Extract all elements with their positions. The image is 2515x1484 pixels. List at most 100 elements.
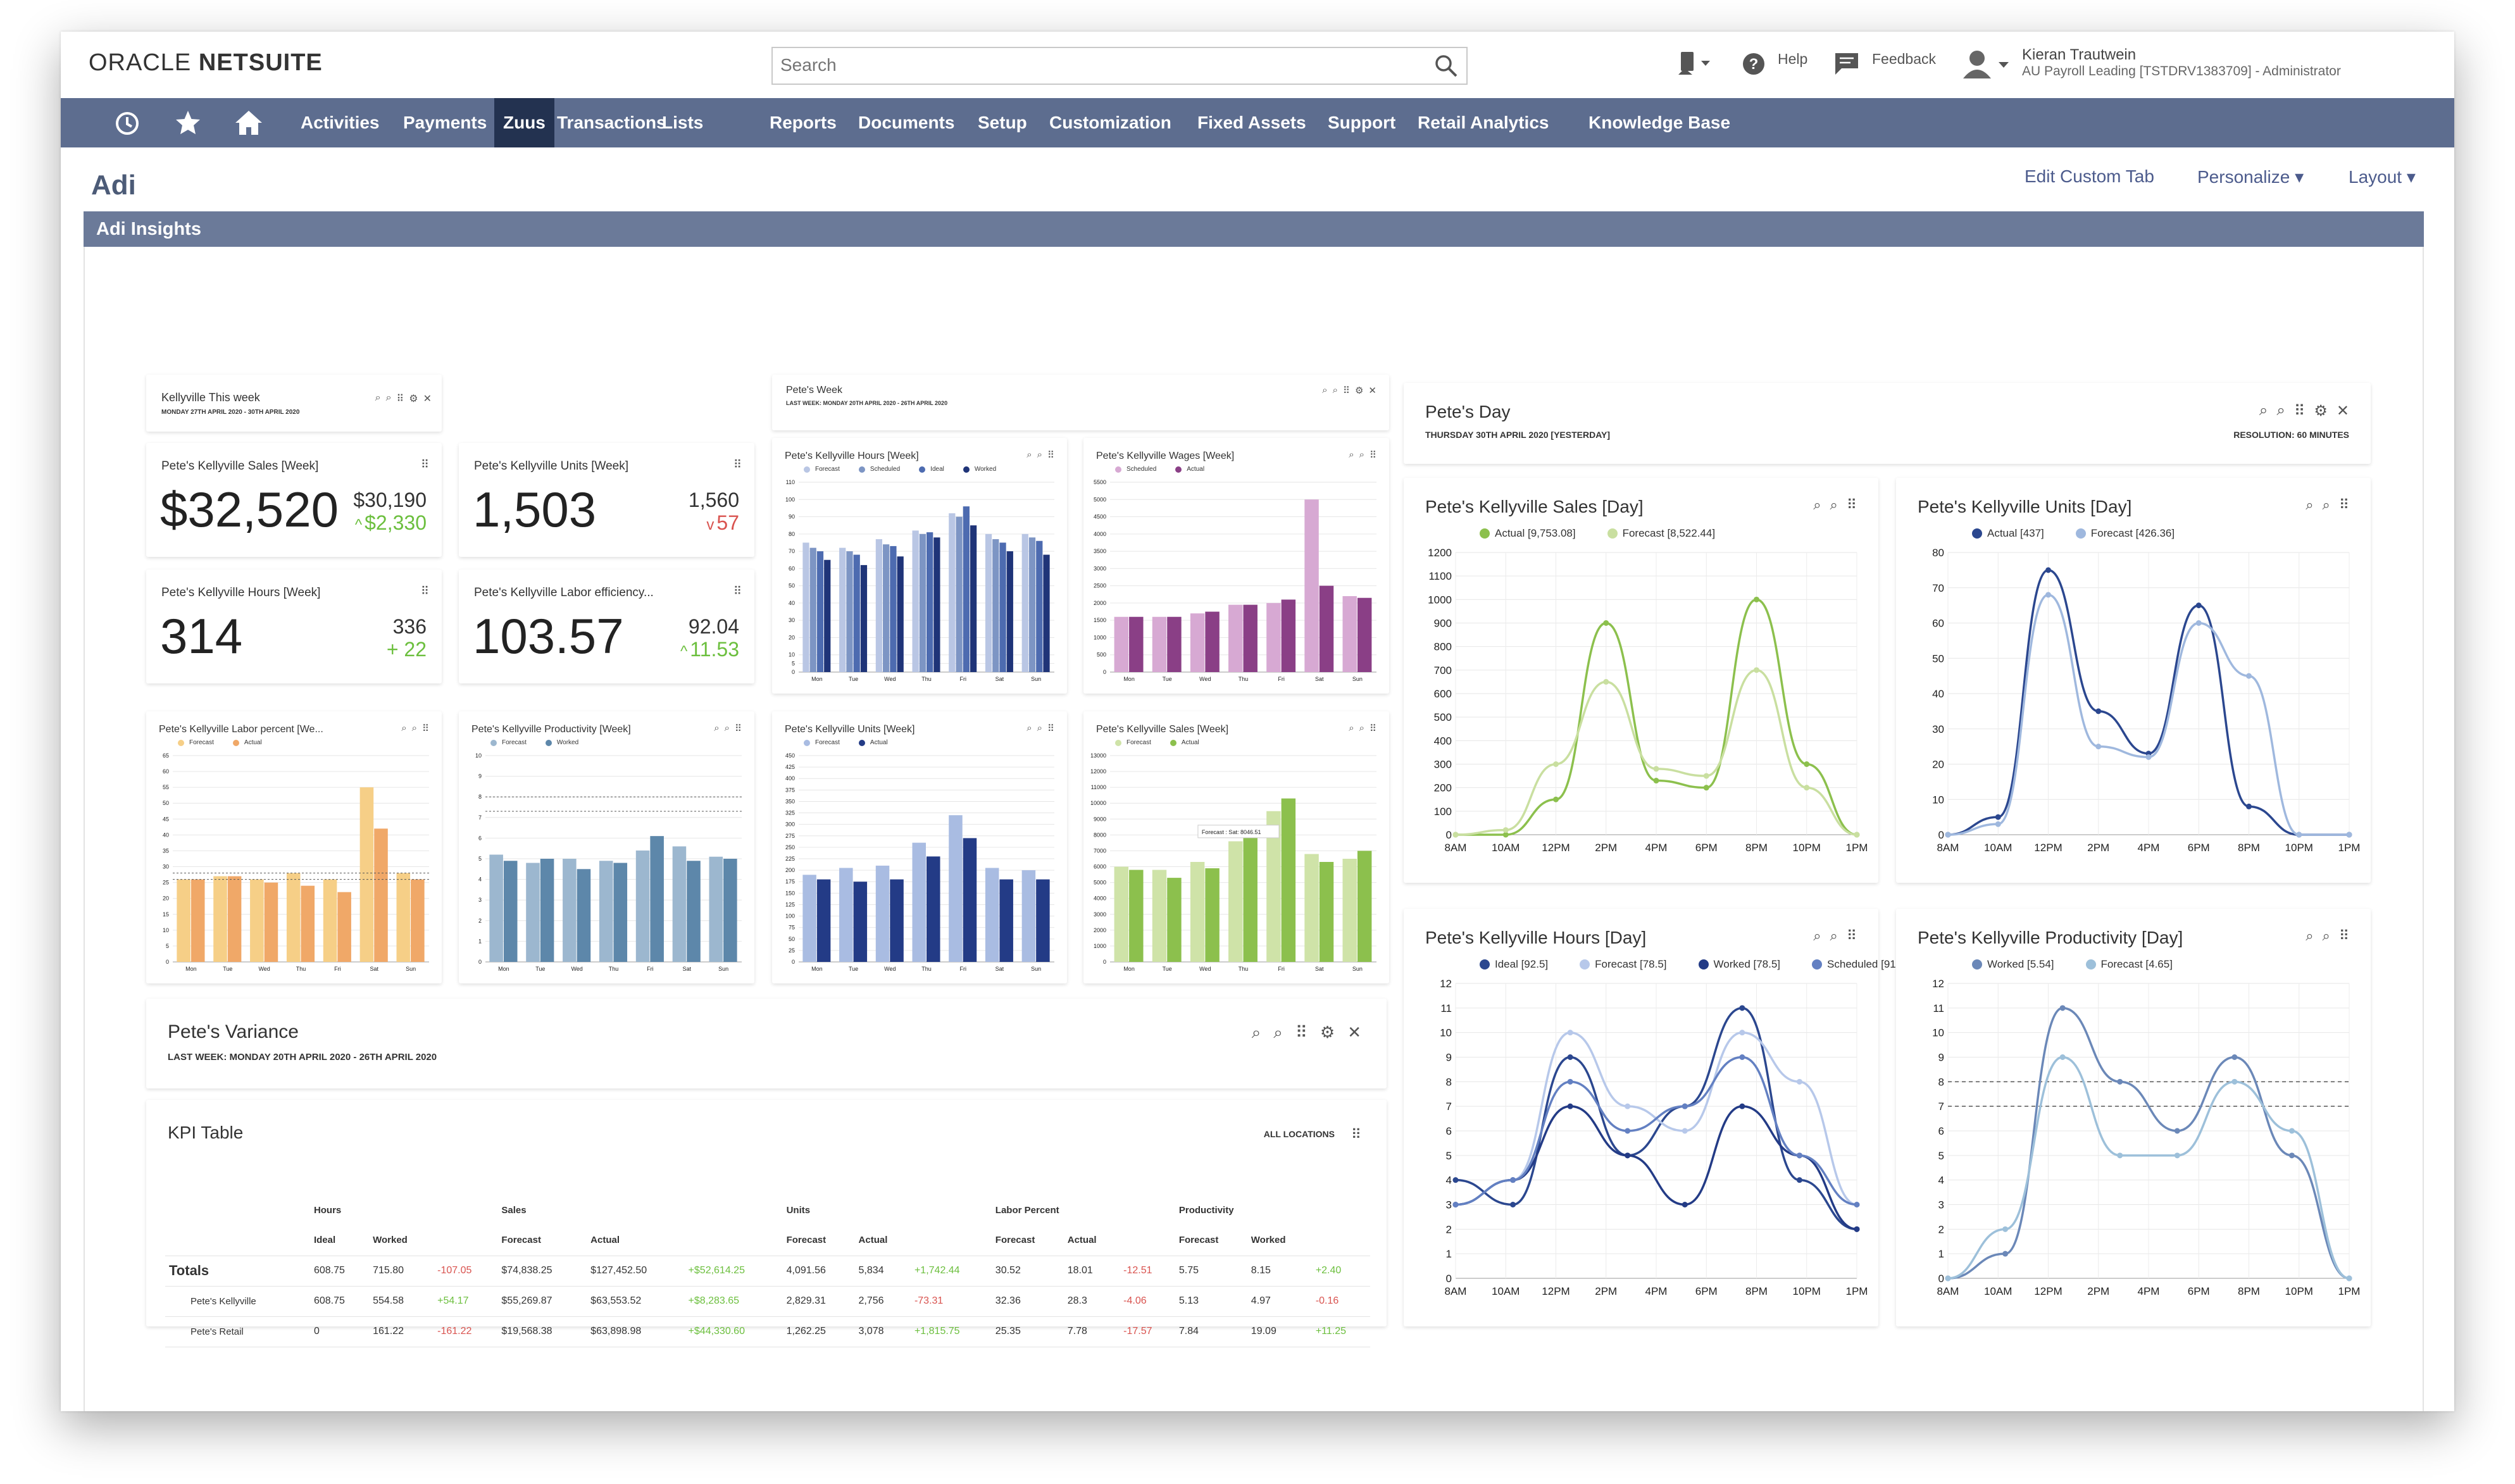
data-point[interactable] bbox=[1653, 766, 1659, 772]
settings-gear-icon[interactable]: ⚙ bbox=[1354, 385, 1364, 396]
bar-forecast-thu[interactable] bbox=[912, 530, 919, 672]
legend-item[interactable]: Actual bbox=[232, 739, 262, 746]
data-point[interactable] bbox=[1703, 785, 1709, 791]
bar-worked-fri[interactable] bbox=[650, 836, 664, 962]
legend-item[interactable]: Ideal [92.5] bbox=[1480, 958, 1548, 971]
data-point[interactable] bbox=[2195, 602, 2202, 609]
drag-handle-icon[interactable]: ⠿ bbox=[1370, 723, 1376, 734]
bar-actual-wed[interactable] bbox=[1205, 868, 1220, 962]
bar-ideal-fri[interactable] bbox=[963, 506, 970, 672]
drag-handle-icon[interactable]: ⠿ bbox=[1342, 385, 1350, 396]
zoom-in-icon[interactable]: ⌕ bbox=[1830, 497, 1838, 513]
data-point[interactable] bbox=[1739, 1054, 1745, 1060]
data-point[interactable] bbox=[1510, 1202, 1516, 1207]
data-point[interactable] bbox=[2117, 1078, 2123, 1085]
bar-worked-sun[interactable] bbox=[1043, 554, 1050, 672]
zoom-in-icon[interactable]: ⌕ bbox=[1037, 449, 1042, 460]
data-point[interactable] bbox=[1452, 832, 1459, 838]
data-point[interactable] bbox=[1625, 1152, 1631, 1159]
data-point[interactable] bbox=[2095, 708, 2102, 714]
bar-scheduled-wed[interactable] bbox=[883, 544, 890, 672]
bar-forecast-fri[interactable] bbox=[949, 815, 963, 962]
drag-handle-icon[interactable]: ⠿ bbox=[1846, 928, 1857, 944]
data-point[interactable] bbox=[1796, 1152, 1802, 1159]
recent-history-icon[interactable] bbox=[111, 107, 143, 139]
bar-forecast-sat[interactable] bbox=[985, 533, 992, 672]
legend-item[interactable]: Worked [5.54] bbox=[1972, 958, 2054, 971]
bar-forecast-sat[interactable] bbox=[1304, 854, 1319, 962]
bar-actual-mon[interactable] bbox=[816, 879, 831, 962]
data-point[interactable] bbox=[1625, 1103, 1631, 1109]
zoom-icon[interactable]: ⌕ bbox=[1349, 723, 1354, 733]
legend-item[interactable]: Worked [78.5] bbox=[1698, 958, 1780, 971]
bar-scheduled-mon[interactable] bbox=[1114, 616, 1129, 672]
bar-forecast-tue[interactable] bbox=[526, 863, 540, 962]
data-point[interactable] bbox=[1682, 1103, 1688, 1109]
bar-forecast-mon[interactable] bbox=[802, 875, 816, 962]
bar-actual-sun[interactable] bbox=[1036, 879, 1050, 962]
drag-handle-icon[interactable]: ⠿ bbox=[420, 585, 429, 597]
settings-gear-icon[interactable]: ⚙ bbox=[2314, 402, 2328, 420]
line-actual[interactable] bbox=[1455, 598, 1857, 836]
drag-handle-icon[interactable]: ⠿ bbox=[2338, 497, 2349, 513]
bar-actual-tue[interactable] bbox=[853, 882, 868, 962]
data-point[interactable] bbox=[1603, 678, 1609, 685]
table-row[interactable]: Pete's Kellyville 608.75 554.58 +54.17 $55,2… bbox=[165, 1286, 1370, 1317]
nav-item-payments[interactable]: Payments bbox=[403, 113, 487, 132]
data-point[interactable] bbox=[1854, 1226, 1860, 1232]
bar-scheduled-fri[interactable] bbox=[1266, 602, 1281, 672]
bar-ideal-wed[interactable] bbox=[890, 546, 897, 672]
bar-forecast-fri[interactable] bbox=[323, 879, 337, 962]
data-point[interactable] bbox=[1603, 620, 1609, 626]
nav-item-zuus[interactable]: Zuus bbox=[494, 98, 554, 147]
bar-forecast-sat[interactable] bbox=[672, 846, 687, 962]
data-point[interactable] bbox=[1739, 1103, 1745, 1109]
user-info[interactable]: Kieran Trautwein AU Payroll Leading [TST… bbox=[2022, 47, 2341, 80]
zoom-in-icon[interactable]: ⌕ bbox=[1273, 1023, 1283, 1042]
nav-item-retail-analytics[interactable]: Retail Analytics bbox=[1418, 113, 1549, 132]
legend-item[interactable]: Actual bbox=[858, 739, 888, 746]
data-point[interactable] bbox=[1510, 1177, 1516, 1183]
bar-scheduled-tue[interactable] bbox=[1152, 616, 1167, 672]
drag-handle-icon[interactable]: ⠿ bbox=[1047, 450, 1054, 461]
bar-worked-tue[interactable] bbox=[540, 859, 554, 962]
bar-forecast-wed[interactable] bbox=[250, 879, 264, 962]
settings-gear-icon[interactable]: ⚙ bbox=[1320, 1023, 1335, 1042]
bar-forecast-sun[interactable] bbox=[709, 856, 723, 962]
bar-actual-tue[interactable] bbox=[227, 876, 242, 962]
bar-forecast-fri[interactable] bbox=[949, 513, 956, 672]
nav-item-activities[interactable]: Activities bbox=[301, 113, 380, 132]
bar-forecast-wed[interactable] bbox=[1190, 862, 1205, 962]
data-point[interactable] bbox=[2045, 592, 2051, 598]
bar-actual-fri[interactable] bbox=[963, 838, 977, 962]
zoom-icon[interactable]: ⌕ bbox=[375, 392, 381, 403]
help-icon[interactable]: ? bbox=[1742, 52, 1766, 76]
zoom-icon[interactable]: ⌕ bbox=[1027, 449, 1032, 460]
bar-worked-thu[interactable] bbox=[933, 537, 940, 672]
bar-scheduled-wed[interactable] bbox=[1190, 613, 1205, 672]
line-actual[interactable] bbox=[1947, 569, 2349, 836]
zoom-icon[interactable]: ⌕ bbox=[1251, 1023, 1261, 1042]
data-point[interactable] bbox=[1567, 1103, 1573, 1109]
bar-forecast-fri[interactable] bbox=[1266, 811, 1281, 962]
zoom-icon[interactable]: ⌕ bbox=[1322, 385, 1328, 396]
data-point[interactable] bbox=[1452, 1177, 1459, 1183]
bar-forecast-wed[interactable] bbox=[875, 865, 890, 962]
bar-actual-sat[interactable] bbox=[1319, 585, 1334, 672]
bar-worked-mon[interactable] bbox=[503, 861, 518, 962]
drag-handle-icon[interactable]: ⠿ bbox=[1846, 497, 1857, 513]
data-point[interactable] bbox=[1739, 1030, 1745, 1036]
zoom-icon[interactable]: ⌕ bbox=[1027, 723, 1032, 733]
data-point[interactable] bbox=[1502, 827, 1509, 833]
data-point[interactable] bbox=[1945, 1275, 1951, 1281]
zoom-in-icon[interactable]: ⌕ bbox=[2322, 928, 2330, 944]
zoom-in-icon[interactable]: ⌕ bbox=[1359, 449, 1364, 460]
zoom-in-icon[interactable]: ⌕ bbox=[411, 723, 417, 733]
nav-item-setup[interactable]: Setup bbox=[978, 113, 1027, 132]
bar-forecast-sun[interactable] bbox=[1021, 870, 1036, 962]
bar-actual-wed[interactable] bbox=[264, 882, 278, 962]
legend-item[interactable]: Forecast bbox=[1115, 739, 1151, 746]
data-point[interactable] bbox=[2002, 1250, 2009, 1257]
legend-item[interactable]: Actual [9,753.08] bbox=[1480, 527, 1576, 540]
data-point[interactable] bbox=[2195, 620, 2202, 626]
